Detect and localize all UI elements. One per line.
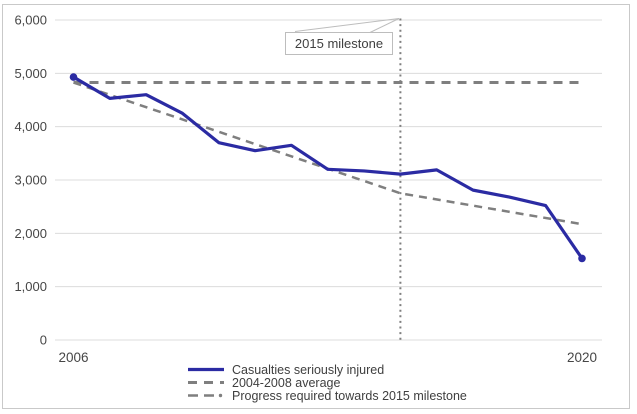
x-axis-tick-label: 2006: [58, 350, 88, 365]
callout-leader-line: [294, 18, 400, 32]
y-axis-tick-label: 0: [40, 333, 47, 348]
milestone-callout: 2015 milestone: [285, 32, 393, 55]
legend-label-progress: Progress required towards 2015 milestone: [232, 388, 467, 403]
callout-leader-line: [369, 18, 400, 33]
x-axis-tick-label: 2020: [567, 350, 597, 365]
y-axis-tick-label: 2,000: [14, 226, 47, 241]
legend-item-casualties: Casualties seriously injured: [187, 362, 467, 377]
y-axis-tick-label: 1,000: [14, 279, 47, 294]
series-end-marker: [69, 73, 78, 81]
y-axis-tick-label: 3,000: [14, 173, 47, 188]
legend-label-casualties: Casualties seriously injured: [232, 362, 385, 377]
legend-label-average: 2004-2008 average: [232, 375, 341, 390]
series-line-2: [73, 81, 583, 226]
legend-swatch-solid-line: [188, 367, 224, 372]
series-line-0: [72, 75, 584, 260]
legend-swatch-dashed-line: [188, 381, 224, 384]
y-axis-tick-label: 4,000: [14, 119, 47, 134]
chart-frame: [2, 4, 630, 409]
series-end-marker: [578, 254, 586, 263]
y-axis-tick-label: 6,000: [14, 13, 47, 28]
y-axis-tick-label: 5,000: [14, 66, 47, 81]
legend-item-progress: Progress required towards 2015 milestone: [187, 388, 467, 403]
legend-item-average: 2004-2008 average: [187, 375, 467, 390]
legend: Casualties seriously injured 2004-2008 a…: [187, 362, 467, 403]
legend-swatch-dash-dot-line: [188, 393, 223, 398]
